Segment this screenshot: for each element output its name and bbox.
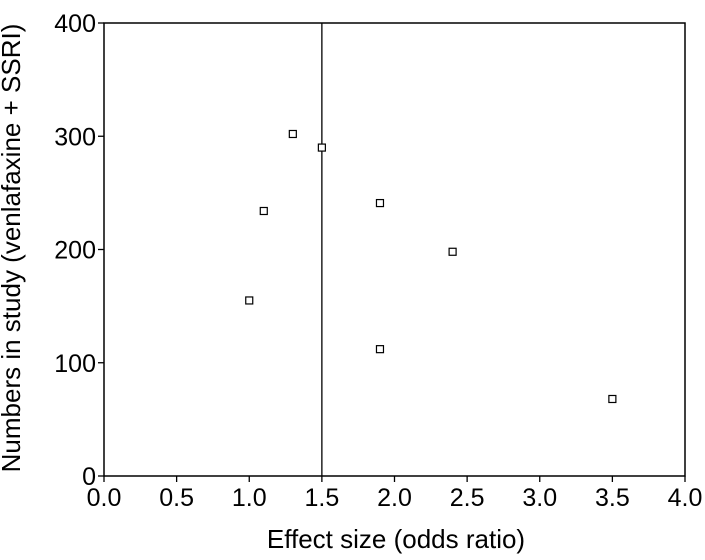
data-point [608,394,617,404]
plot-area [103,22,686,477]
data-point [317,143,326,152]
axis-ticks: 0.0 0.5 1.0 1.5 2.0 2.5 3.0 3.5 4.0 0 100 200 300 400 [54,10,702,512]
y-tick-label: 0 [82,463,96,491]
x-tick-label: 0.5 [159,484,194,512]
y-tick-label: 300 [54,123,96,151]
data-points [245,129,617,404]
data-point [245,296,254,305]
x-tick-label: 0.0 [87,484,122,512]
y-axis-title: Numbers in study (venlafaxine + SSRI) [0,24,26,473]
y-tick-label: 100 [54,350,96,378]
data-point [375,198,385,208]
x-tick-label: 1.5 [304,484,339,512]
data-point [288,129,297,139]
x-tick-label: 1.0 [232,484,267,512]
data-point [259,206,268,216]
x-tick-label: 2.0 [377,484,412,512]
x-tick-label: 4.0 [668,484,703,512]
x-tick-label: 2.5 [450,484,485,512]
x-tick-label: 3.0 [522,484,557,512]
data-point [448,247,457,256]
y-tick-label: 200 [54,237,96,265]
data-point [375,345,385,354]
y-tick-label: 400 [54,10,96,38]
plot-frame [103,22,686,477]
x-axis-title: Effect size (odds ratio) [267,524,525,554]
x-tick-label: 3.5 [595,484,630,512]
